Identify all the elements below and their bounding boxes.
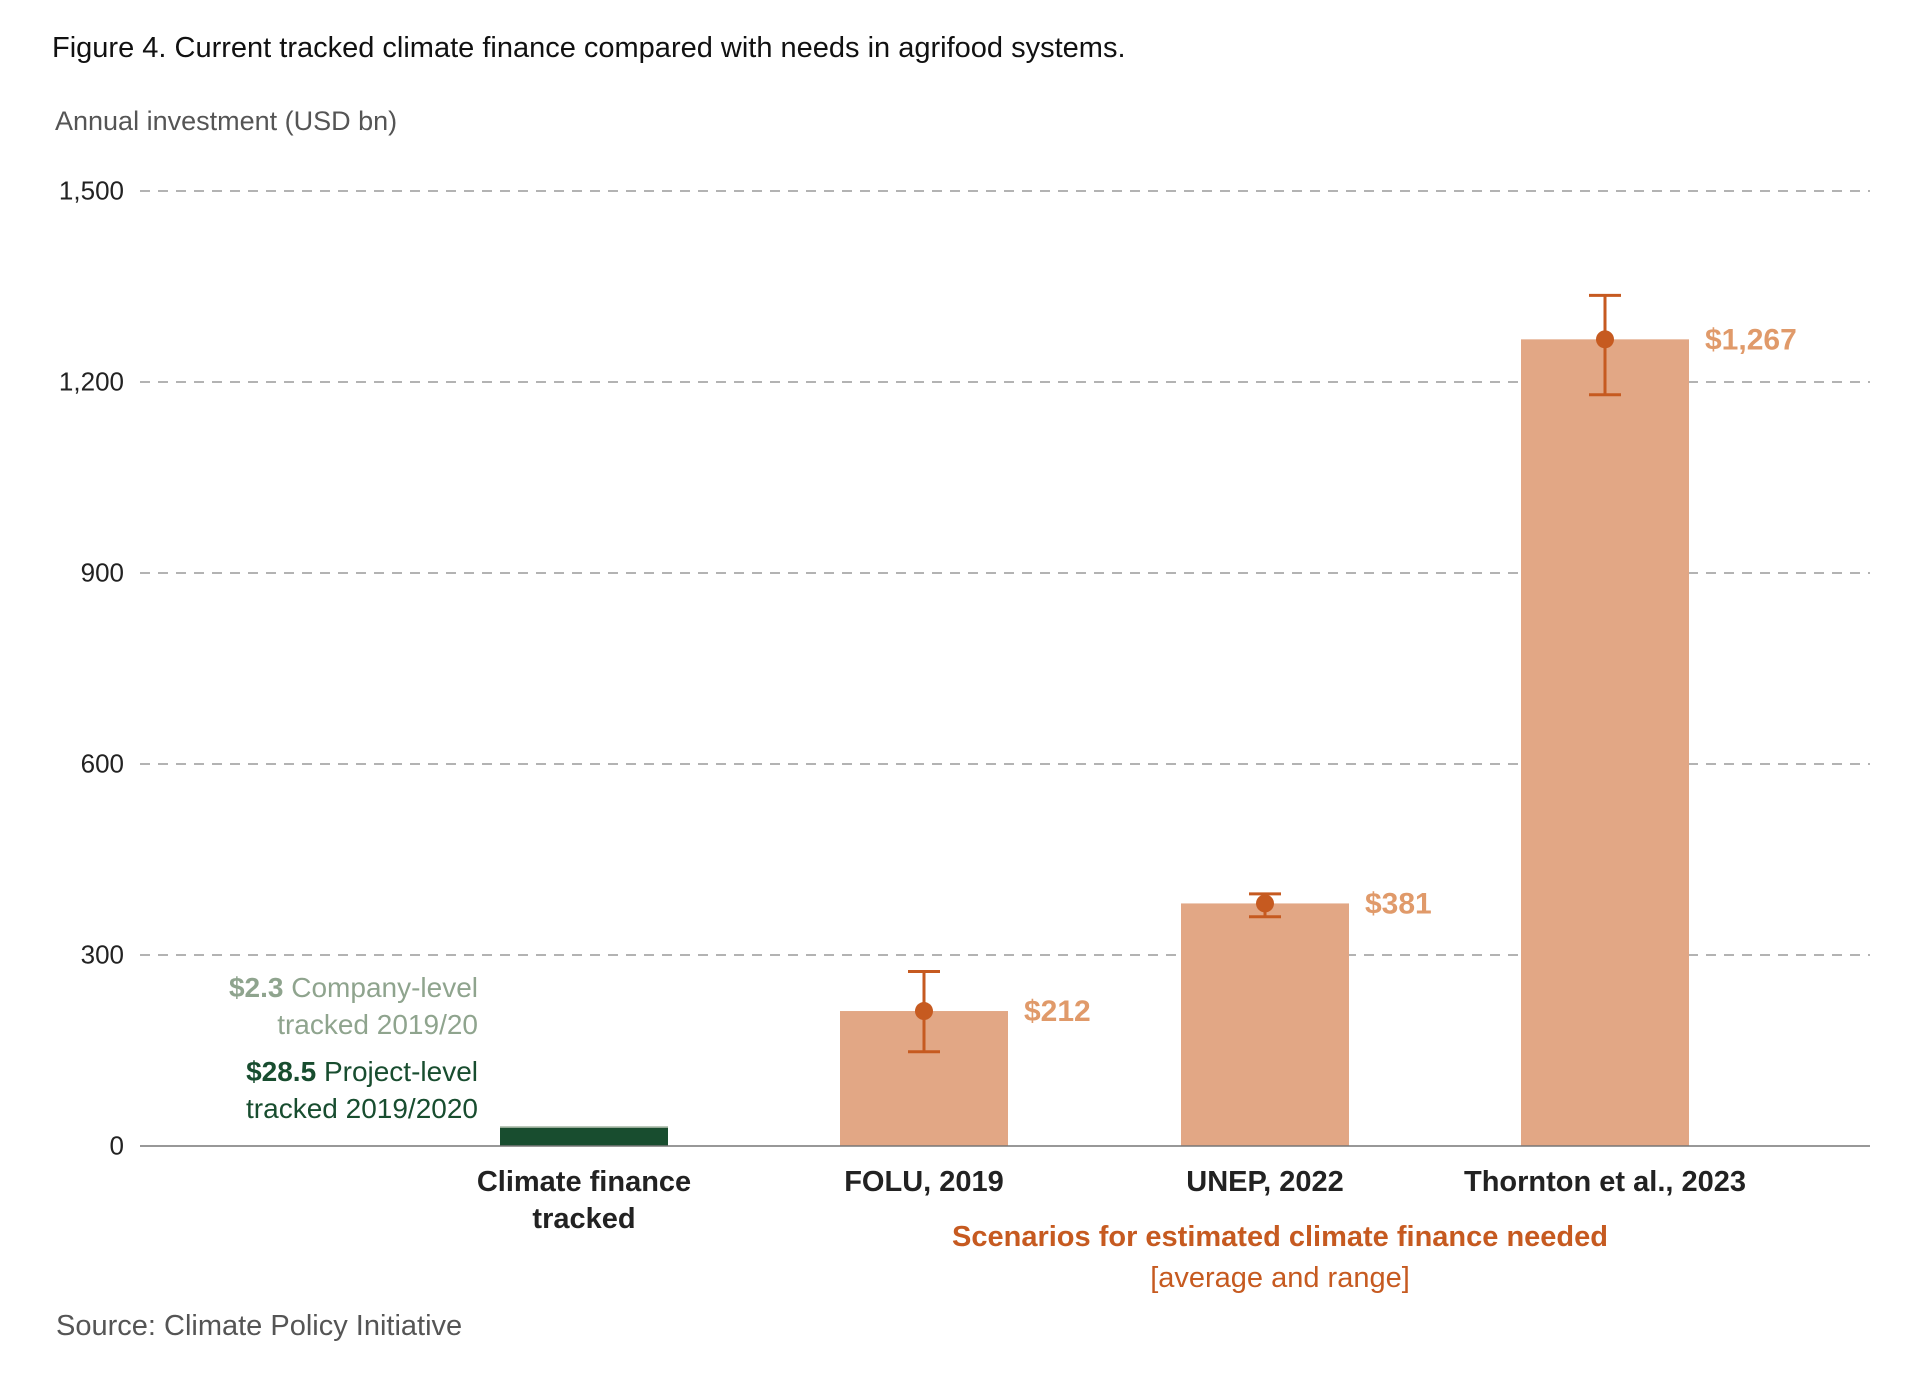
value-label-thornton-2023: $1,267 [1705,323,1797,356]
y-tick-label-300: 300 [80,939,124,970]
scenario-group-sublabel: [average and range] [1150,1262,1410,1294]
y-tick-label-1200: 1,200 [58,366,124,397]
category-label-unep-2022: UNEP, 2022 [1186,1166,1344,1198]
company-level-label-line1: Company-level [291,972,478,1003]
project-level-label-line1: Project-level [323,1056,478,1087]
average-point-folu-2019 [915,1002,933,1021]
project-level-label-line2: tracked 2019/2020 [246,1093,478,1124]
source-note: Source: Climate Policy Initiative [56,1310,463,1342]
category-label-line1: Climate finance [476,1166,692,1198]
y-axis-label: Annual investment (USD bn) [55,106,398,136]
y-tick-label-900: 900 [80,557,124,588]
bar-thornton-2023 [1521,339,1689,1146]
project-level-note: $28.5 Project-level tracked 2019/2020 [246,1053,478,1127]
value-label-folu-2019: $212 [1024,995,1091,1028]
average-point-thornton-2023 [1596,330,1614,349]
category-label-line2: tracked [532,1203,636,1235]
bar-company-level-tracked [500,1126,668,1128]
figure-title: Figure 4. Current tracked climate financ… [52,32,1126,64]
bar-project-level-tracked [500,1127,668,1146]
y-tick-label-0: 0 [109,1130,124,1161]
company-level-label-line2: tracked 2019/20 [277,1009,478,1040]
bar-unep-2022 [1181,903,1349,1146]
project-level-value: $28.5 [246,1056,317,1087]
category-label-climate-finance-tracked: Climate finance tracked [477,1164,691,1238]
average-point-unep-2022 [1256,894,1274,913]
scenario-group-label: Scenarios for estimated climate finance … [952,1221,1608,1253]
y-tick-label-1500: 1,500 [58,175,124,206]
company-level-note: $2.3 Company-level tracked 2019/20 [229,969,478,1043]
category-label-thornton-2023: Thornton et al., 2023 [1464,1166,1746,1198]
category-label-folu-2019: FOLU, 2019 [844,1166,1004,1198]
company-level-value: $2.3 [228,972,284,1003]
y-tick-label-600: 600 [80,748,124,779]
value-label-unep-2022: $381 [1365,887,1432,920]
